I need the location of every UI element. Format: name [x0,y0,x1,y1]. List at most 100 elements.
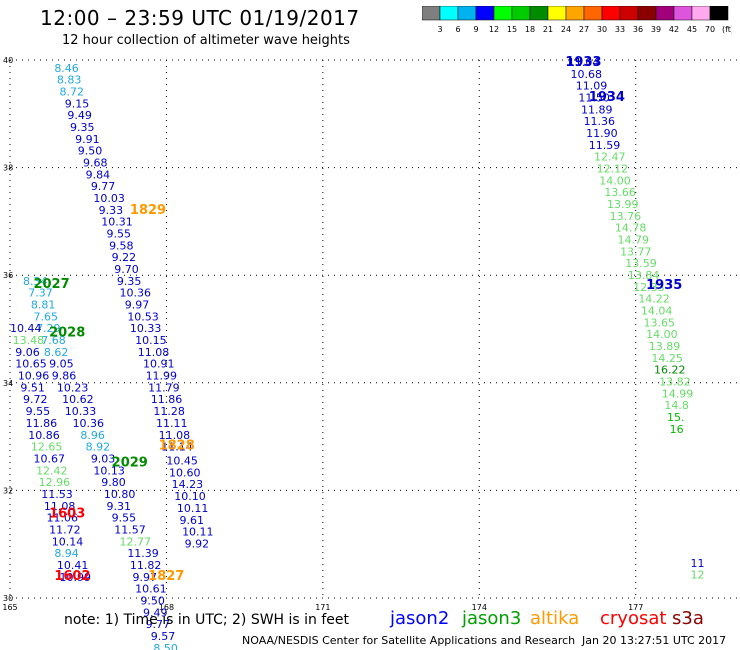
wave-height-value: 11.86 [151,393,183,406]
wave-height-value: 9.22 [112,251,137,264]
wave-height-value: 12.65 [31,441,63,454]
y-tick-label: 38 [3,164,13,173]
color-scale-label: 33 [615,25,625,34]
wave-height-value: 9.49 [67,109,92,122]
wave-height-value: 13.84 [628,269,660,282]
wave-height-value: 10.65 [15,358,47,371]
wave-height-value: 10.91 [143,358,175,371]
y-tick-label: 32 [3,486,13,495]
wave-height-value: 9.35 [70,121,95,134]
color-scale-label: 6 [455,25,460,34]
wave-height-value: 11.08 [138,346,170,359]
wave-height-value: 10.33 [65,405,97,418]
wave-height-value: 10.15 [135,334,167,347]
wave-height-value: 13.76 [610,210,642,223]
wave-height-value: 15. [667,411,685,424]
color-scale-label: 9 [473,25,478,34]
legend-altika: altika [530,608,580,629]
wave-height-value: 8.92 [86,441,111,454]
wave-height-value: 11.90 [586,127,618,140]
wave-height-value: 11 [690,557,704,570]
wave-height-value: 14.00 [599,174,631,187]
wave-height-value: 16 [670,423,684,436]
wave-height-value: 14.79 [617,233,649,246]
wave-height-value: 9.05 [49,358,74,371]
wave-height-value: 9.97 [125,299,150,312]
wave-height-value: 8.46 [54,62,78,75]
wave-height-value: 9.92 [185,537,210,550]
wave-height-value: 11.53 [41,488,73,501]
wave-height-value: 9.84 [86,168,111,181]
wave-height-value: 9.31 [106,500,131,513]
generated-timestamp: Jan 20 13:27:51 UTC 2017 [582,634,727,647]
wave-height-value: 11.50 [578,91,610,104]
wave-height-value: 8.94 [54,547,78,560]
track-time-label: 2029 [112,456,148,471]
wave-height-value: 11.06 [47,512,79,525]
track-time-label: 1602 [54,569,90,584]
wave-height-value: 13.59 [625,257,657,270]
wave-height-value: 13.89 [649,340,681,353]
wave-height-value: 10.96 [18,370,49,383]
credit-line: NOAA/NESDIS Center for Satellite Applica… [242,634,576,647]
wave-height-value: 11.14 [161,441,193,454]
wave-height-value: 9.55 [26,405,51,418]
wave-height-value: 11.08 [159,429,191,442]
wave-height-value: 10.99 [60,571,92,584]
wave-height-value: 10.53 [127,310,159,323]
wave-height-value: 9.58 [109,239,134,252]
legend-jason2: jason2 [390,608,450,629]
wave-height-value: 14.23 [172,478,204,491]
color-scale-label: 3 [437,25,442,34]
wave-height-value: 11.11 [156,417,188,430]
wave-height-value: 9.61 [179,514,204,527]
wave-height-value: 11.04 [568,56,600,69]
wave-height-value: 10.14 [52,535,84,548]
wave-height-value: 14.78 [615,222,647,235]
wave-height-value: 8.72 [60,86,85,99]
x-tick-label: 177 [628,603,643,612]
x-tick-label: 171 [315,603,330,612]
color-scale-label: 70 [705,25,715,34]
wave-height-value: 11.79 [148,381,180,394]
wave-height-value: 14.00 [646,328,678,341]
y-tick-label: 30 [3,594,13,603]
wave-height-value: 14.22 [638,293,670,306]
wave-height-value: 9.70 [114,263,138,276]
wave-height-value: 13.77 [620,245,652,258]
color-swatch [709,6,729,21]
wave-height-value: 13.65 [644,316,676,329]
wave-height-value: 11.08 [44,500,75,513]
wave-height-value: 9.15 [65,97,90,110]
wave-height-value: 11.99 [146,370,178,383]
track-time-label: 1934 [589,90,625,105]
wave-height-value: 9.77 [146,618,171,631]
wave-height-value: 7.65 [33,310,58,323]
wave-height-value: 9.68 [83,157,108,170]
wave-height-value: 10.31 [101,216,133,229]
x-tick-label: 174 [472,603,487,612]
x-tick-label: 168 [159,603,174,612]
wave-height-value: 10.44 [10,322,42,335]
wave-height-value: 9.91 [75,133,100,146]
wave-height-value: 12 [690,569,704,582]
wave-height-value: 11.36 [584,115,616,128]
wave-height-value: 10.62 [62,393,93,406]
wave-height-value: 10.36 [120,287,152,300]
wave-height-value: 10.86 [28,429,60,442]
track-time-label: 1829 [130,203,166,218]
wave-height-value: 11.72 [49,523,81,536]
wave-height-value: 10.10 [174,490,206,503]
color-scale-label: (ft) [722,25,732,34]
wave-height-value: 11.09 [576,80,608,93]
color-scale-label: 21 [543,25,553,34]
track-time-label: 2028 [49,326,85,341]
color-scale-label: 18 [525,25,535,34]
wave-height-value: 11.82 [130,559,162,572]
wave-height-value: 14.04 [641,304,673,317]
track-time-label: 1827 [148,569,184,584]
wave-height-value: 8.83 [57,74,82,87]
wave-height-value: 9.77 [91,180,116,193]
wave-height-value: 13.48 [13,334,45,347]
wave-height-value: 10.11 [182,526,214,539]
